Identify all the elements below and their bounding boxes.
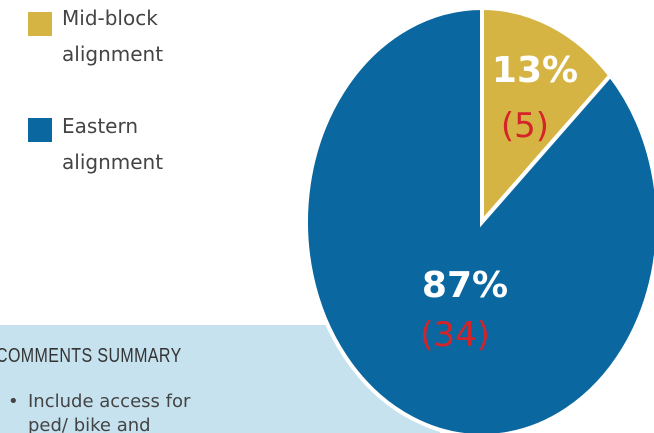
comment-item: Include access for ped/ bike and bbox=[8, 390, 220, 433]
legend-swatch bbox=[28, 12, 52, 36]
pie-slice bbox=[304, 5, 654, 433]
pie-slice bbox=[480, 5, 613, 228]
value-label: 13% bbox=[492, 50, 578, 91]
comment-text: Include access for ped/ bike and bbox=[28, 391, 191, 433]
legend-swatch bbox=[28, 118, 52, 142]
count-label: (5) bbox=[501, 106, 549, 146]
count-label: (34) bbox=[420, 315, 490, 355]
legend-label: Eastern alignment bbox=[62, 114, 164, 174]
comments-title: COMMENTS SUMMARY bbox=[0, 345, 182, 367]
legend-label: Mid-block alignment bbox=[62, 6, 164, 66]
value-label: 87% bbox=[422, 265, 508, 306]
